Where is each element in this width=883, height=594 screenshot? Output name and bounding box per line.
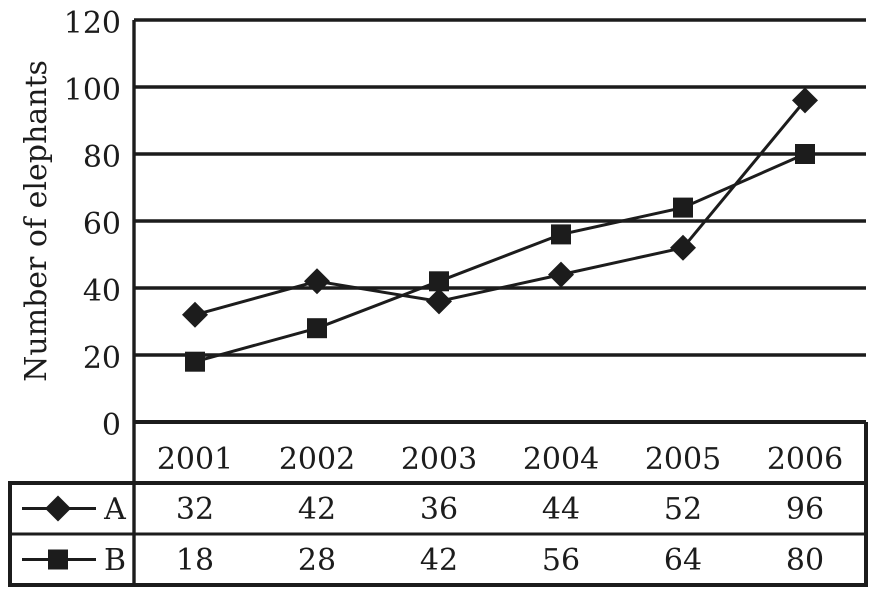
series-b-marker xyxy=(551,224,571,245)
x-tick-label: 2004 xyxy=(523,442,599,477)
series-a-line xyxy=(194,99,807,317)
x-tick-label: 2006 xyxy=(767,442,843,477)
series-a-marker xyxy=(426,288,452,315)
series-b-marker xyxy=(429,271,449,292)
series-a-marker xyxy=(548,261,574,288)
table-cell-value: 52 xyxy=(664,492,702,527)
table-cell-value: 36 xyxy=(420,492,458,527)
series-a-marker xyxy=(792,87,818,114)
y-tick-label: 20 xyxy=(83,341,121,376)
table-cell-value: 44 xyxy=(542,492,580,527)
table-cell-value: 18 xyxy=(176,543,214,578)
y-tick-label: 40 xyxy=(83,274,121,309)
series-a-marker xyxy=(670,234,696,261)
table-cell-value: 56 xyxy=(542,543,580,578)
table-cell-value: 96 xyxy=(786,492,824,527)
series-b-marker xyxy=(673,197,693,218)
series-a-marker xyxy=(304,268,330,295)
series-b-marker xyxy=(795,144,815,164)
legend-b-marker xyxy=(48,549,68,570)
series-a-marker xyxy=(182,301,208,328)
x-tick-label: 2005 xyxy=(645,442,721,477)
legend-a-marker xyxy=(45,495,71,522)
y-tick-label: 0 xyxy=(102,408,121,443)
series-b-marker xyxy=(307,318,327,339)
table-cell-value: 80 xyxy=(786,543,824,578)
y-axis-title: Number of elephants xyxy=(19,60,54,382)
table-cell-value: 42 xyxy=(298,492,336,527)
series-b-marker xyxy=(185,351,205,372)
x-tick-label: 2002 xyxy=(279,442,355,477)
y-tick-label: 80 xyxy=(83,140,121,175)
table-cell-value: 28 xyxy=(298,543,336,578)
y-tick-label: 60 xyxy=(83,207,121,242)
y-tick-label: 120 xyxy=(64,6,121,41)
x-tick-label: 2001 xyxy=(157,442,233,477)
legend-series-label: A xyxy=(103,492,126,527)
legend-series-label: B xyxy=(104,543,126,578)
x-tick-label: 2003 xyxy=(401,442,477,477)
table-cell-value: 64 xyxy=(664,543,702,578)
table-cell-value: 42 xyxy=(420,543,458,578)
table-cell-value: 32 xyxy=(176,492,214,527)
series-b-line xyxy=(194,152,806,364)
y-tick-label: 100 xyxy=(64,73,121,108)
